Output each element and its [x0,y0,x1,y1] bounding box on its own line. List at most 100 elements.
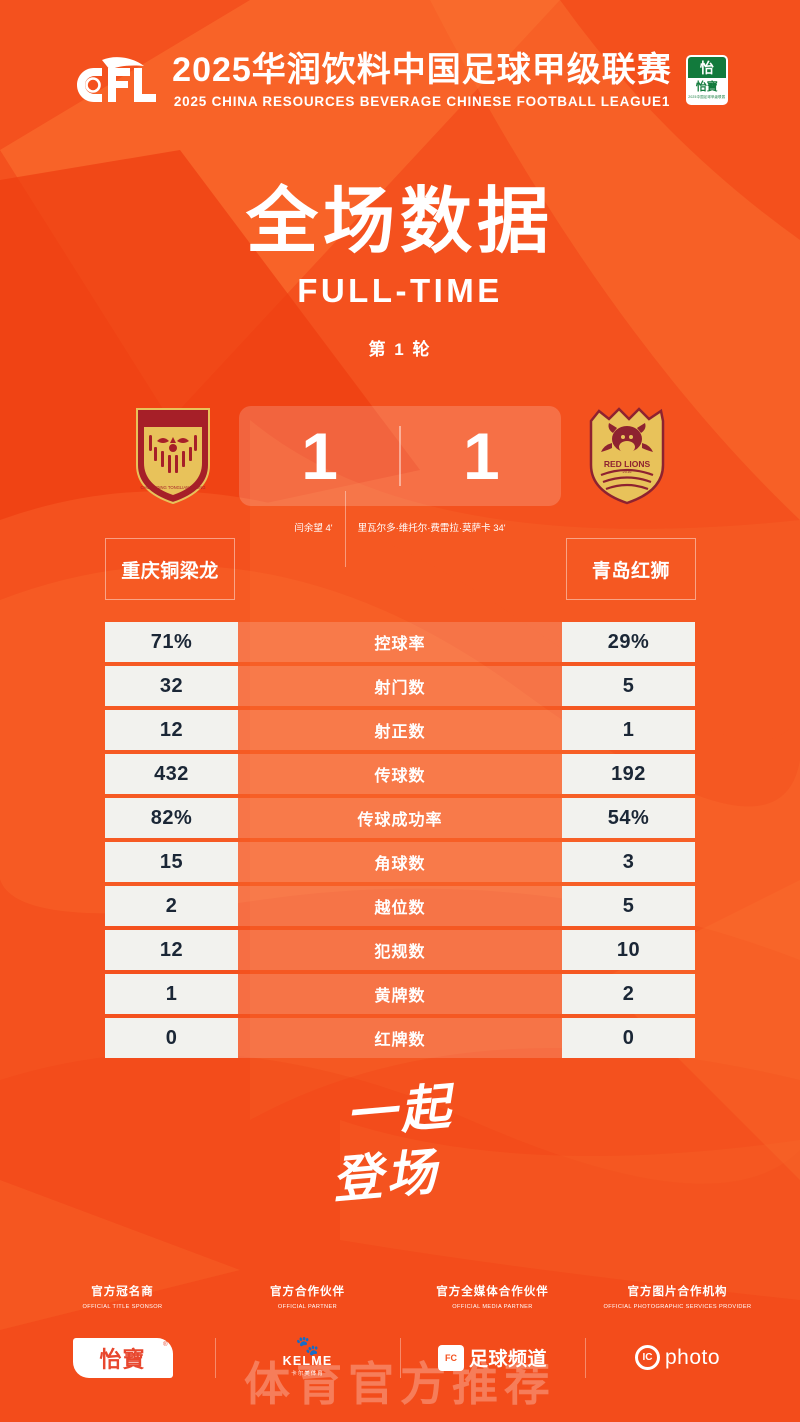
stat-row: 0 红牌数 0 [105,1018,695,1058]
sponsor-category-en: OFFICIAL PARTNER [277,1303,338,1310]
yibao-badge-mark: 怡 [699,59,714,76]
football-channel-mark: FC 足球频道 [437,1344,547,1371]
home-scorers: 闫余望 4' [294,523,333,535]
yibao-badge-icon: 怡 怡寶 2025中国足球甲级联赛 [685,55,728,105]
sponsor-headings: 官方冠名商 OFFICIAL TITLE SPONSOR 官方合作伙伴 OFFICIA… [0,1286,800,1311]
away-stat-value: 54% [562,798,695,838]
stat-row: 2 越位数 5 [105,886,695,926]
score-panel: 1 1 [239,406,561,506]
score-row: CHONGQING TONGLIANG LONG 1 1 [0,396,800,516]
score-separator [399,426,401,486]
stat-row: 12 犯规数 10 [105,930,695,970]
away-stat-value: 0 [562,1018,695,1058]
yibao-badge-bottom: 怡寶 2025中国足球甲级联赛 [687,78,726,103]
yibao-badge-label: 怡寶 [695,80,718,93]
away-stat-value: 29% [562,622,695,662]
football-channel-icon: FC [437,1344,464,1371]
kelme-logo-mark: 🐾 KELME 卡尔美体育 [282,1335,333,1378]
sponsor-divider [215,1337,216,1378]
stat-label: 射正数 [238,710,562,750]
sponsor-category-cn: 官方冠名商 [91,1286,154,1298]
home-stat-value: 432 [105,754,238,794]
stat-label: 越位数 [238,886,562,926]
sponsor-category-en: OFFICIAL TITLE SPONSOR [82,1303,163,1310]
stat-row: 12 射正数 1 [105,710,695,750]
sponsor-category-en: OFFICIAL MEDIA PARTNER [452,1303,533,1310]
league-title-en: 2025 CHINA RESOURCES BEVERAGE CHINESE FO… [173,94,671,110]
league-title-cn: 2025华润饮料中国足球甲级联赛 [172,50,672,89]
stat-label: 传球数 [238,754,562,794]
sponsor-heading: 官方图片合作机构 OFFICIAL PHOTOGRAPHIC SERVICES P… [585,1286,770,1311]
kelme-logo[interactable]: 🐾 KELME 卡尔美体育 [215,1333,400,1383]
title-main-en: FULL-TIME [297,272,503,309]
stat-row: 32 射门数 5 [105,666,695,706]
home-stat-value: 71% [105,622,238,662]
title-main-cn: 全场数据 [245,182,554,262]
sponsor-category-cn: 官方全媒体合作伙伴 [436,1286,549,1298]
stat-row: 82% 传球成功率 54% [105,798,695,838]
ic-photo-icon: IC [634,1345,660,1370]
paw-icon: 🐾 [295,1335,320,1357]
stat-label: 传球成功率 [238,798,562,838]
home-stat-value: 15 [105,842,238,882]
home-stat-value: 12 [105,930,238,970]
team-names: 重庆铜梁龙 青岛红狮 [0,538,800,600]
away-scorers: 里瓦尔多·维托尔·费雷拉·莫萨卡 34' [357,523,506,535]
svg-text:2016: 2016 [623,469,633,474]
round-label: 第 1 轮 [368,340,432,359]
svg-text:RED LIONS: RED LIONS [604,459,651,469]
page-title: 全场数据 FULL-TIME 第 1 轮 [0,186,800,360]
home-team-name: 重庆铜梁龙 [105,538,235,600]
sponsor-divider [585,1337,586,1378]
away-stat-value: 1 [562,710,695,750]
ic-photo-logo[interactable]: IC photo [585,1333,770,1383]
sponsor-footer: 官方冠名商 OFFICIAL TITLE SPONSOR 官方合作伙伴 OFFICIA… [0,1286,800,1422]
sponsor-heading: 官方全媒体合作伙伴 OFFICIAL MEDIA PARTNER [400,1286,585,1311]
stat-label: 射门数 [238,666,562,706]
stat-label: 犯规数 [238,930,562,970]
yibao-logo-text: 怡寶 [99,1346,146,1372]
sponsor-category-en: OFFICIAL PHOTOGRAPHIC SERVICES PROVIDER [603,1303,752,1310]
away-stat-value: 10 [562,930,695,970]
slogan: 一起 登场 [0,1076,800,1209]
stat-label: 黄牌数 [238,974,562,1014]
away-stat-value: 5 [562,666,695,706]
yibao-logo-mark: 怡寶 ® [72,1337,173,1378]
scorers-row: 闫余望 4' 里瓦尔多·维托尔·费雷拉·莫萨卡 34' [0,491,800,567]
stat-row: 71% 控球率 29% [105,622,695,662]
sponsor-category-cn: 官方合作伙伴 [270,1286,345,1298]
stat-label: 角球数 [238,842,562,882]
away-score: 1 [463,419,500,493]
home-stat-value: 0 [105,1018,238,1058]
yibao-badge-sub: 2025中国足球甲级联赛 [688,95,726,100]
home-stat-value: 2 [105,886,238,926]
cfl-logo-icon [72,52,158,108]
stat-label: 红牌数 [238,1018,562,1058]
sponsor-heading: 官方冠名商 OFFICIAL TITLE SPONSOR [30,1286,215,1311]
registered-mark-icon: ® [163,1341,168,1348]
ic-photo-mark: IC photo [634,1345,721,1370]
stat-row: 15 角球数 3 [105,842,695,882]
kelme-logo-sub: 卡尔美体育 [291,1371,324,1378]
stats-table: 71% 控球率 29% 32 射门数 5 12 射正数 1 432 传球数 192 82% 传球成功率 54… [105,622,695,1062]
qingdao-red-lions-crest: RED LIONS 2016 [583,403,671,509]
sponsor-heading: 官方合作伙伴 OFFICIAL PARTNER [215,1286,400,1311]
sponsor-divider [400,1337,401,1378]
kelme-logo-text: KELME [282,1353,333,1368]
football-channel-logo[interactable]: FC 足球频道 [400,1333,585,1383]
header-title-group: 2025华润饮料中国足球甲级联赛 2025 CHINA RESOURCES BE… [172,51,672,109]
scorers-divider [344,491,346,567]
sponsor-logos: 怡寶 ® 🐾 KELME 卡尔美体育 FC 足球频道 IC photo [0,1333,800,1383]
chongqing-tongliang-long-crest: CHONGQING TONGLIANG LONG [129,403,217,509]
ic-photo-text: photo [664,1345,721,1369]
league-header: 2025华润饮料中国足球甲级联赛 2025 CHINA RESOURCES BE… [0,0,800,160]
home-stat-value: 32 [105,666,238,706]
home-stat-value: 12 [105,710,238,750]
away-stat-value: 5 [562,886,695,926]
away-stat-value: 2 [562,974,695,1014]
stat-row: 432 传球数 192 [105,754,695,794]
yibao-logo[interactable]: 怡寶 ® [30,1333,215,1383]
away-team-name: 青岛红狮 [566,538,696,600]
sponsor-category-cn: 官方图片合作机构 [627,1286,728,1298]
